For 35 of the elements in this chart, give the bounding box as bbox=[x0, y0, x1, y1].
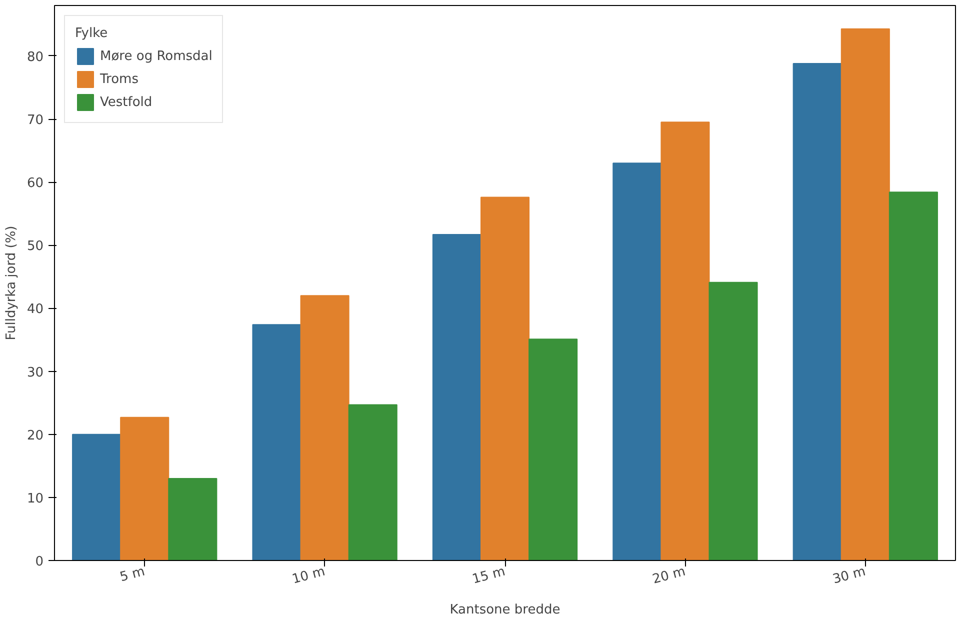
y-tick-label: 40 bbox=[26, 302, 44, 318]
bar bbox=[168, 478, 218, 560]
x-tick-label: 15 m bbox=[470, 564, 507, 588]
y-tick-label: 30 bbox=[26, 365, 44, 380]
bar bbox=[792, 63, 842, 560]
y-tick-label: 50 bbox=[26, 239, 44, 254]
x-tick-label: 20 m bbox=[651, 564, 688, 588]
bar bbox=[252, 324, 302, 560]
legend-label: Vestfold bbox=[100, 94, 152, 110]
bar bbox=[612, 162, 662, 560]
x-tick-label: 5 m bbox=[118, 564, 147, 586]
bar bbox=[120, 416, 170, 560]
y-axis-title: Fulldyrka jord (%) bbox=[4, 226, 19, 340]
x-axis-title: Kantsone bredde bbox=[450, 602, 560, 618]
y-tick-label: 10 bbox=[26, 491, 44, 506]
y-tick-label: 80 bbox=[26, 50, 44, 65]
y-tick-label: 0 bbox=[35, 554, 44, 570]
bar bbox=[300, 295, 350, 560]
bar bbox=[888, 192, 938, 560]
bar bbox=[480, 196, 530, 560]
legend-label: Troms bbox=[100, 72, 138, 86]
y-tick-label: 70 bbox=[26, 113, 44, 128]
x-tick-label: 30 m bbox=[831, 564, 868, 588]
y-tick-label: 20 bbox=[26, 428, 44, 444]
legend-label: Møre og Romsdal bbox=[100, 48, 212, 64]
legend-title: Fylke bbox=[75, 26, 109, 41]
bar bbox=[840, 28, 890, 560]
bar bbox=[348, 404, 398, 560]
bar bbox=[432, 234, 482, 560]
x-tick-label: 10 m bbox=[290, 564, 327, 588]
bar bbox=[528, 338, 578, 560]
y-tick-label: 60 bbox=[26, 176, 44, 192]
bar bbox=[708, 282, 758, 560]
bar bbox=[72, 434, 122, 560]
bar bbox=[660, 122, 710, 560]
